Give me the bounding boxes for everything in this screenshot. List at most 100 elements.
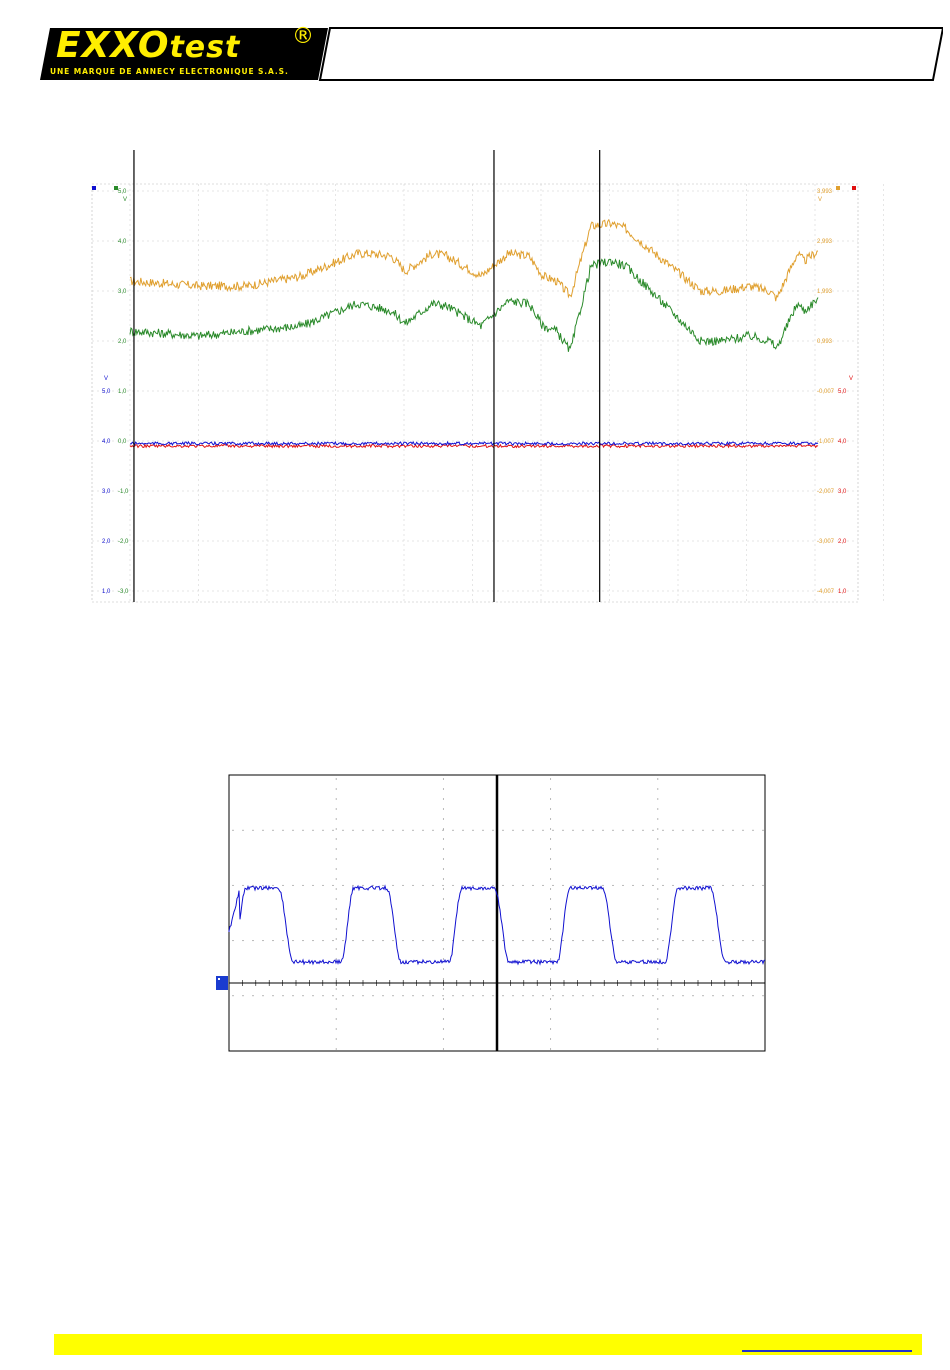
chart2-grid-dot [657, 968, 659, 970]
chart2-grid-dot [432, 995, 434, 997]
chart2-grid-dot [692, 995, 694, 997]
chart2-grid-dot [657, 908, 659, 910]
chart2-grid-dot [412, 884, 414, 886]
chart2-grid-dot [335, 788, 337, 790]
chart2-grid-dot [442, 858, 444, 860]
chart2-grid-dot [482, 995, 484, 997]
chart2-grid-dot [582, 995, 584, 997]
chart2-grid-dot [242, 940, 244, 942]
chart2-grid-dot [692, 884, 694, 886]
chart2-grid-dot [512, 884, 514, 886]
chart2-grid-dot [532, 940, 534, 942]
chart2-grid-dot [702, 995, 704, 997]
chart2-grid-dot [442, 884, 444, 886]
chart2-grid-dot [732, 995, 734, 997]
chart2-grid-dot [342, 940, 344, 942]
chart2-grid-dot [442, 1018, 444, 1020]
chart2-grid-dot [582, 884, 584, 886]
chart1-left-tick: 3,0 [118, 289, 127, 295]
chart2-grid-dot [462, 884, 464, 886]
chart2-grid-dot [372, 995, 374, 997]
oscilloscope-chart-1: V 5,0 4,0 3,0 2,0 1,0 0,0 -1,0 -2,0 -3,0 V 5,0 4,0 3,… [91, 150, 884, 603]
chart2-grid-dot [335, 998, 337, 1000]
chart2-grid-dot [342, 884, 344, 886]
footer-link-underline[interactable] [742, 1350, 912, 1352]
chart2-grid-dot [550, 1038, 552, 1040]
chart2-grid-dot [612, 884, 614, 886]
chart2-grid-dot [602, 829, 604, 831]
chart2-grid-dot [550, 928, 552, 930]
chart2-grid-dot [550, 898, 552, 900]
chart2-grid-dot [362, 829, 364, 831]
chart2-grid-dot [252, 940, 254, 942]
chart2-grid-dot [242, 995, 244, 997]
chart2-grid-dot [742, 940, 744, 942]
chart2-grid-dot [657, 858, 659, 860]
chart2-grid-dot [335, 848, 337, 850]
chart2-grid-dot [442, 958, 444, 960]
chart2-grid-dot [552, 995, 554, 997]
channel-green-marker [114, 186, 118, 190]
chart2-grid-dot [550, 958, 552, 960]
chart2-grid-dot [657, 948, 659, 950]
chart2-grid-dot [552, 884, 554, 886]
chart2-grid-dot [657, 1018, 659, 1020]
chart2-grid-dot [550, 968, 552, 970]
chart2-grid-dot [732, 940, 734, 942]
chart2-grid-dot [492, 884, 494, 886]
chart1-cursors [133, 150, 601, 602]
chart2-grid-dot [657, 918, 659, 920]
chart1-left-tick: -3,0 [118, 589, 129, 595]
chart2-grid-dot [682, 940, 684, 942]
chart2-grid-dot [482, 829, 484, 831]
chart2-grid-dot [292, 829, 294, 831]
chart2-grid-dot [550, 988, 552, 990]
chart1-left2-tick: 3,0 [102, 489, 111, 495]
chart2-grid-dot [422, 884, 424, 886]
chart2-grid-dot [612, 829, 614, 831]
chart2-grid-dot [657, 868, 659, 870]
chart2-grid-dot [382, 995, 384, 997]
chart2-grid-dot [302, 829, 304, 831]
chart2-grid-dot [335, 928, 337, 930]
chart2-grid-dot [572, 884, 574, 886]
chart2-grid-dot [550, 838, 552, 840]
chart1-left2-tick: 2,0 [102, 539, 111, 545]
chart2-grid-dot [572, 829, 574, 831]
chart2-grid-dot [335, 918, 337, 920]
chart2-grid-dot [522, 940, 524, 942]
chart2-grid-dot [662, 884, 664, 886]
chart2-grid-dot [712, 829, 714, 831]
chart2-grid-dot [657, 998, 659, 1000]
chart2-grid-dot [662, 829, 664, 831]
chart2-grid-dot [252, 829, 254, 831]
chart2-grid-dot [232, 940, 234, 942]
chart2-grid-dot [402, 829, 404, 831]
chart2-grid-dot [550, 828, 552, 830]
chart1-left-tick: 1,0 [118, 389, 127, 395]
chart2-grid-dot [652, 829, 654, 831]
chart2-grid-dot [392, 995, 394, 997]
chart2-grid-dot [402, 995, 404, 997]
chart2-grid-dot [657, 938, 659, 940]
chart2-grid-dot [322, 884, 324, 886]
chart2-grid-dot [652, 884, 654, 886]
chart2-grid-dot [502, 995, 504, 997]
chart2-grid-dot [442, 998, 444, 1000]
chart1-left2-unit: V [104, 376, 108, 382]
chart2-grid-dot [752, 829, 754, 831]
brand-logo: EXXOtest [56, 25, 241, 66]
chart2-grid-dot [550, 978, 552, 980]
chart2-grid-dot [442, 888, 444, 890]
chart2-grid-dot [442, 938, 444, 940]
chart2-grid-dot [732, 884, 734, 886]
chart2-grid-dot [322, 995, 324, 997]
chart2-grid-dot [452, 884, 454, 886]
chart1-right-tick: -1,007 [817, 439, 835, 445]
chart2-grid-dot [602, 884, 604, 886]
chart2-grid-dot [442, 1008, 444, 1010]
chart2-grid-dot [472, 995, 474, 997]
chart2-grid-dot [335, 1048, 337, 1050]
chart1-right-tick: 0,993 [817, 339, 833, 345]
chart2-grid-dot [632, 995, 634, 997]
